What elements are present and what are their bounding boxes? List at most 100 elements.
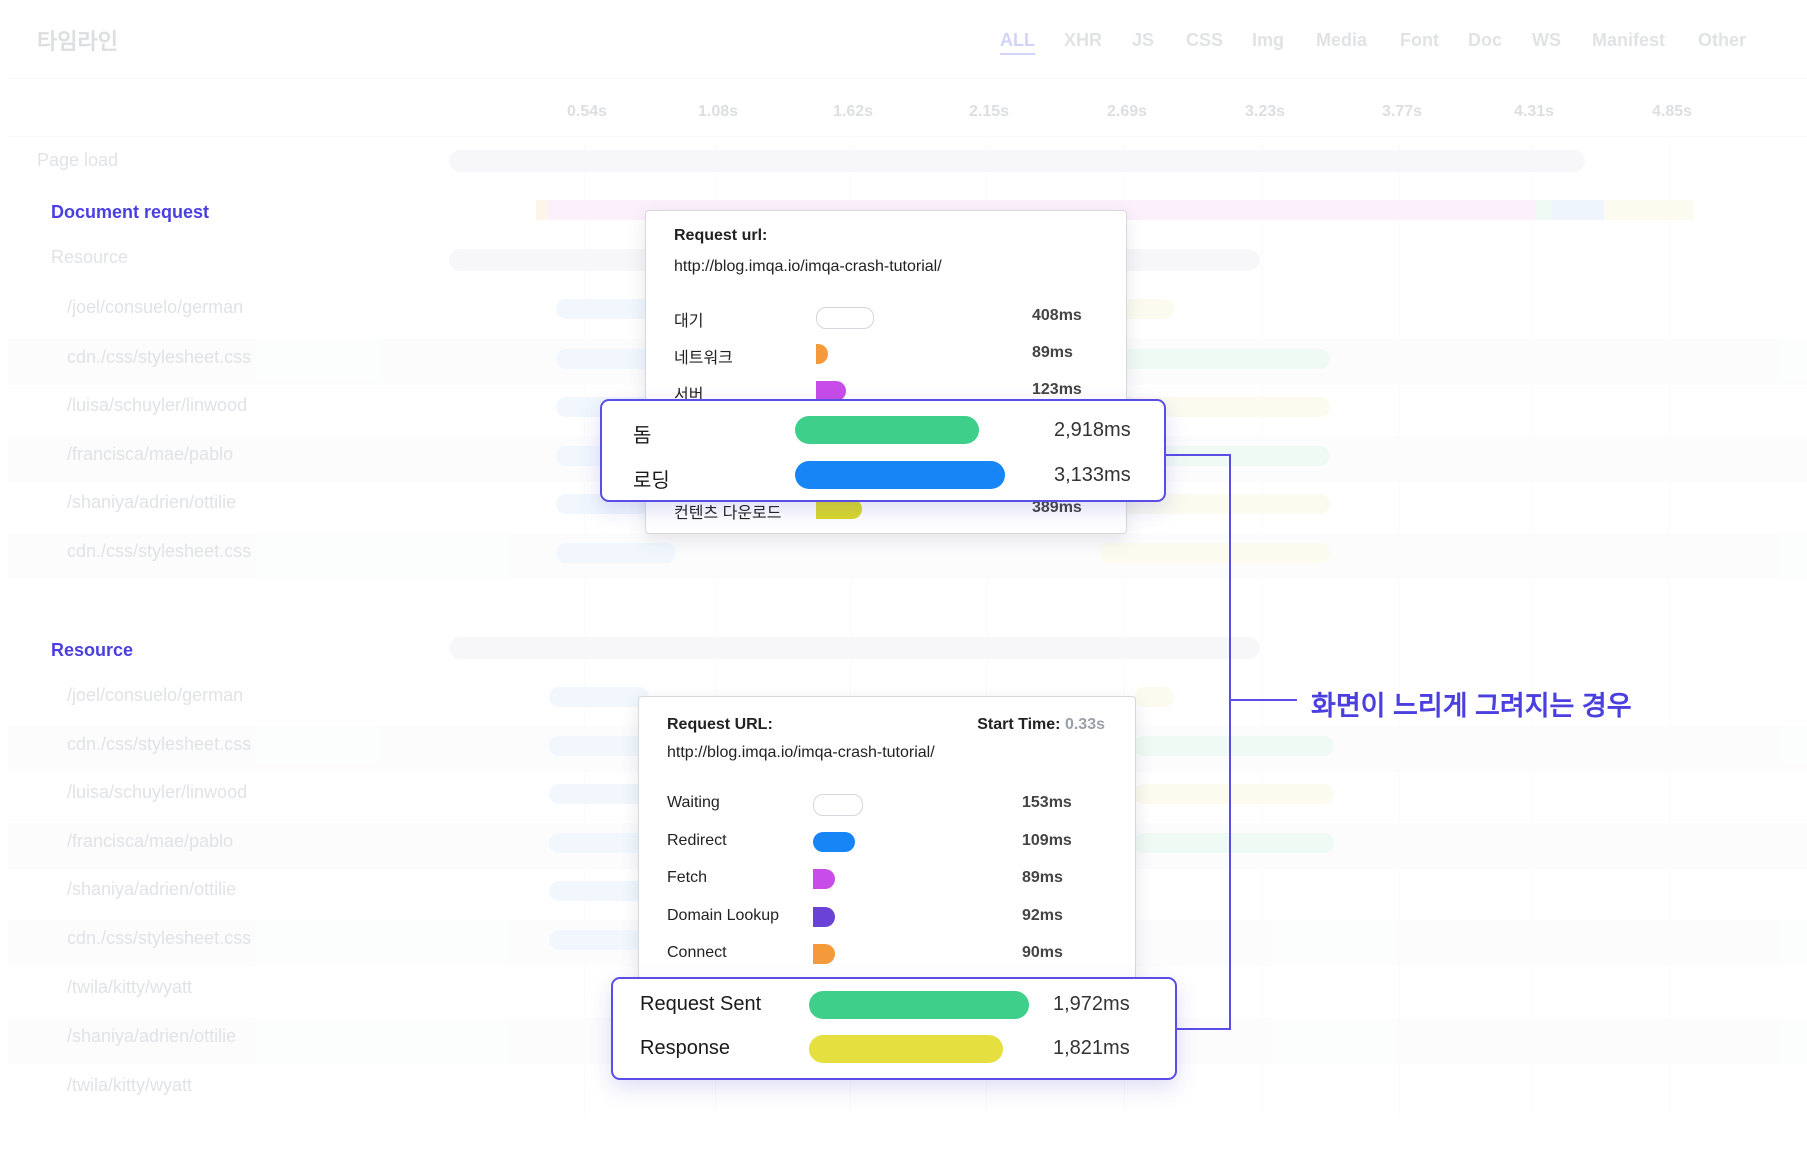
timing-segment bbox=[1134, 687, 1174, 707]
timing-bar bbox=[816, 307, 874, 329]
timing-value: 123ms bbox=[1032, 381, 1082, 398]
request-url-label: Request URL: bbox=[667, 716, 773, 733]
highlight-bar bbox=[795, 416, 979, 444]
resource-row-label[interactable]: /francisca/mae/pablo bbox=[67, 831, 234, 851]
filter-tab[interactable]: JS bbox=[1132, 30, 1155, 50]
timing-segment bbox=[1100, 349, 1330, 369]
timing-bar bbox=[813, 944, 835, 964]
highlight-value: 3,133ms bbox=[1054, 464, 1131, 486]
timing-segment bbox=[549, 687, 649, 707]
timing-segment bbox=[1100, 543, 1330, 563]
request-url[interactable]: http://blog.imqa.io/imqa-crash-tutorial/ bbox=[667, 744, 935, 761]
timing-value: 92ms bbox=[1022, 906, 1063, 924]
filter-tab[interactable]: Other bbox=[1698, 30, 1747, 50]
resource-row-label[interactable]: cdn./css/stylesheet.css bbox=[67, 541, 252, 561]
timing-label: Connect bbox=[667, 944, 727, 961]
time-tick: 3.77s bbox=[1382, 103, 1423, 120]
filter-tab[interactable]: CSS bbox=[1186, 30, 1224, 50]
timing-value: 89ms bbox=[1032, 344, 1073, 361]
timing-segment bbox=[556, 543, 676, 563]
highlight-bar bbox=[809, 991, 1029, 1019]
highlight-value: 2,918ms bbox=[1054, 419, 1131, 441]
highlight-label: Response bbox=[640, 1037, 731, 1059]
filter-tab[interactable]: WS bbox=[1532, 30, 1561, 50]
highlight-request-response: Request Sent 1,972ms Response 1,821ms bbox=[611, 977, 1177, 1080]
timing-bar bbox=[816, 381, 846, 401]
section-title-resource[interactable]: Resource bbox=[51, 640, 134, 660]
resource-row-label[interactable]: /joel/consuelo/german bbox=[67, 297, 244, 317]
section-title-document-request[interactable]: Document request bbox=[51, 202, 210, 222]
filter-tab[interactable]: Doc bbox=[1468, 30, 1503, 50]
timing-segment bbox=[549, 930, 649, 950]
grid-line bbox=[1124, 140, 1125, 1115]
resource-row-label[interactable]: cdn./css/stylesheet.css bbox=[67, 347, 252, 367]
resource-row-label[interactable]: cdn./css/stylesheet.css bbox=[67, 734, 252, 754]
resource-row-label[interactable]: /shaniya/adrien/ottilie bbox=[67, 879, 237, 899]
request-detail-popup-2: Request URL: Start Time: 0.33s http://bl… bbox=[638, 696, 1136, 981]
timing-segment bbox=[536, 200, 548, 220]
highlight-value: 1,972ms bbox=[1053, 993, 1130, 1015]
timing-value: 90ms bbox=[1022, 944, 1063, 961]
timing-value: 389ms bbox=[1032, 499, 1082, 516]
callout-text: 화면이 느리게 그려지는 경우 bbox=[1311, 691, 1632, 721]
timing-value: 89ms bbox=[1022, 869, 1063, 886]
timing-segment bbox=[549, 736, 649, 756]
filter-tab[interactable]: Img bbox=[1252, 30, 1285, 50]
highlight-bar bbox=[795, 461, 1005, 489]
resource-row-label[interactable]: /francisca/mae/pablo bbox=[67, 444, 234, 464]
resource-row-label[interactable]: /shaniya/adrien/ottilie bbox=[67, 492, 237, 512]
start-time: Start Time: 0.33s bbox=[977, 716, 1105, 734]
resource-label: Resource bbox=[51, 247, 129, 267]
resource-row-label[interactable]: cdn./css/stylesheet.css bbox=[67, 928, 252, 948]
connector-line bbox=[1173, 1028, 1231, 1030]
grid-line bbox=[715, 140, 716, 1115]
time-tick: 2.69s bbox=[1107, 103, 1148, 120]
highlight-value: 1,821ms bbox=[1053, 1037, 1130, 1059]
filter-tab[interactable]: XHR bbox=[1064, 30, 1103, 50]
resource-row-label[interactable]: /luisa/schuyler/linwood bbox=[67, 395, 248, 415]
timing-bar bbox=[813, 869, 835, 889]
timing-segment bbox=[1536, 200, 1552, 220]
filter-tab[interactable]: Media bbox=[1316, 30, 1368, 50]
timing-value: 408ms bbox=[1032, 307, 1082, 324]
request-url[interactable]: http://blog.imqa.io/imqa-crash-tutorial/ bbox=[674, 258, 942, 275]
timing-segment bbox=[549, 784, 649, 804]
timing-value: 109ms bbox=[1022, 831, 1072, 849]
timing-bar bbox=[816, 344, 828, 364]
highlight-label: 로딩 bbox=[633, 470, 670, 492]
time-tick: 4.31s bbox=[1514, 103, 1555, 120]
grid-line bbox=[1531, 140, 1532, 1115]
filter-tab[interactable]: Manifest bbox=[1592, 30, 1666, 50]
timing-segment bbox=[1134, 736, 1334, 756]
start-time-label: Start Time: bbox=[977, 716, 1061, 733]
highlight-bar bbox=[809, 1035, 1003, 1063]
timing-segment bbox=[1134, 784, 1334, 804]
highlight-dom-loading: 돔 2,918ms 로딩 3,133ms bbox=[600, 399, 1166, 502]
grid-line bbox=[1669, 140, 1670, 1115]
filter-tab[interactable]: Font bbox=[1400, 30, 1439, 50]
page-title: 타임라인 bbox=[37, 29, 118, 54]
timing-label: Redirect bbox=[667, 831, 727, 849]
resource-row-label[interactable]: /twila/kitty/wyatt bbox=[67, 1075, 193, 1095]
timing-bar bbox=[813, 906, 835, 927]
timing-value: 153ms bbox=[1022, 794, 1072, 811]
filter-tab[interactable]: ALL bbox=[1000, 30, 1035, 55]
time-tick: 0.54s bbox=[567, 103, 608, 120]
timing-segment bbox=[549, 833, 649, 853]
request-url-label: Request url: bbox=[674, 227, 768, 244]
grid-line bbox=[850, 140, 851, 1115]
connector-line bbox=[1231, 699, 1297, 701]
resource-row-label[interactable]: /twila/kitty/wyatt bbox=[67, 977, 193, 997]
resource-row-label[interactable]: /joel/consuelo/german bbox=[67, 685, 244, 705]
timing-label: 컨텐츠 다운로드 bbox=[674, 505, 782, 522]
timing-segment bbox=[1134, 833, 1334, 853]
timing-segment bbox=[549, 881, 649, 901]
resource-row-label[interactable]: /luisa/schuyler/linwood bbox=[67, 782, 248, 802]
divider bbox=[8, 136, 1807, 137]
timing-label: 네트워크 bbox=[674, 350, 733, 367]
filter-tabs: ALL XHR JS CSS Img Media Font Doc WS Manifest Othe… bbox=[0, 30, 1807, 55]
grid-line bbox=[986, 140, 987, 1115]
timing-label: Waiting bbox=[667, 794, 720, 811]
resource-row-label[interactable]: /shaniya/adrien/ottilie bbox=[67, 1026, 237, 1046]
